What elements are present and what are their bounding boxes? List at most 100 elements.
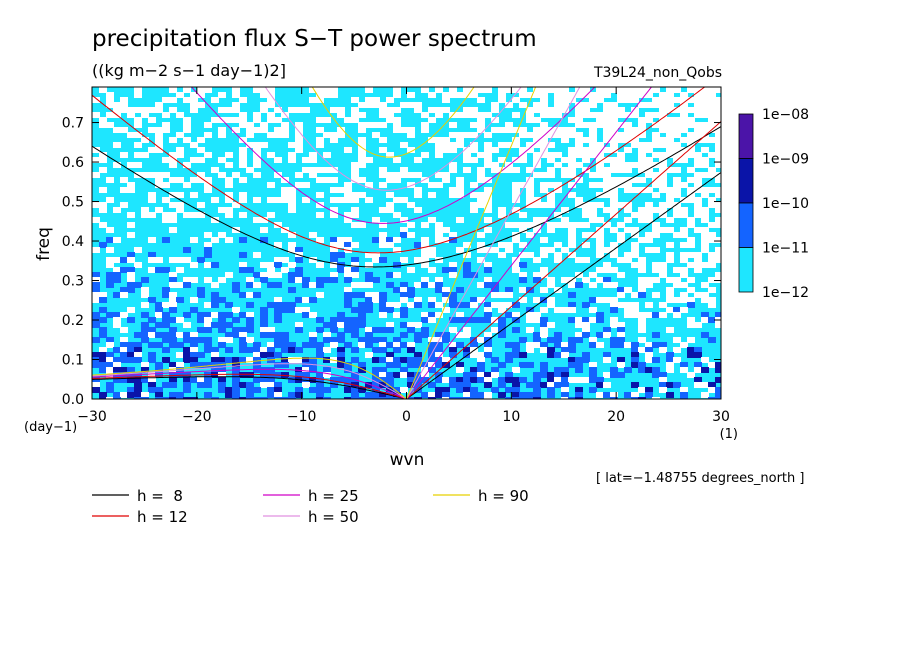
heatmap-cell xyxy=(106,277,114,283)
heatmap-cell xyxy=(134,117,142,123)
heatmap-cell xyxy=(456,302,464,308)
heatmap-cell xyxy=(99,307,107,313)
heatmap-cell xyxy=(631,107,639,113)
heatmap-cell xyxy=(288,157,296,163)
heatmap-cell xyxy=(631,132,639,138)
heatmap-cell xyxy=(323,322,331,328)
heatmap-cell xyxy=(484,397,492,399)
heatmap-cell xyxy=(449,377,457,383)
heatmap-cell xyxy=(470,392,478,398)
heatmap-cell xyxy=(610,307,618,313)
heatmap-cell xyxy=(330,177,338,183)
heatmap-cell xyxy=(477,97,485,103)
heatmap-cell xyxy=(463,242,471,248)
heatmap-cell xyxy=(512,187,520,193)
heatmap-cell xyxy=(575,257,583,263)
heatmap-cell xyxy=(701,282,709,288)
heatmap-cell xyxy=(393,117,401,123)
heatmap-cell xyxy=(533,142,541,148)
legend-label: h = 25 xyxy=(308,487,359,505)
heatmap-cell xyxy=(155,322,163,328)
heatmap-cell xyxy=(99,347,107,353)
chart-units: ((kg m−2 s−1 day−1)2] xyxy=(92,61,286,80)
heatmap-cell xyxy=(386,237,394,243)
heatmap-cell xyxy=(393,247,401,253)
heatmap-cell xyxy=(694,182,702,188)
heatmap-cell xyxy=(694,87,702,93)
heatmap-cell xyxy=(575,222,583,228)
heatmap-cell xyxy=(288,232,296,238)
heatmap-cell xyxy=(617,182,625,188)
heatmap-cell xyxy=(309,97,317,103)
heatmap-cell xyxy=(547,192,555,198)
heatmap-cell xyxy=(176,267,184,273)
heatmap-cell xyxy=(428,312,436,318)
heatmap-cell xyxy=(337,242,345,248)
heatmap-cell xyxy=(225,302,233,308)
heatmap-cell xyxy=(106,262,114,268)
heatmap-cell xyxy=(673,122,681,128)
heatmap-cell xyxy=(435,312,443,318)
heatmap-cell xyxy=(484,197,492,203)
heatmap-cell xyxy=(477,357,485,363)
heatmap-cell xyxy=(708,187,716,193)
heatmap-cell xyxy=(547,197,555,203)
heatmap-cell xyxy=(365,272,373,278)
heatmap-cell xyxy=(631,112,639,118)
heatmap-cell xyxy=(428,92,436,98)
heatmap-cell xyxy=(134,357,142,363)
heatmap-cell xyxy=(260,312,268,318)
heatmap-cell xyxy=(533,297,541,303)
heatmap-cell xyxy=(484,187,492,193)
heatmap-cell xyxy=(568,127,576,133)
heatmap-cell xyxy=(267,387,275,393)
heatmap-cell xyxy=(176,192,184,198)
heatmap-cell xyxy=(204,252,212,258)
heatmap-cell xyxy=(540,142,548,148)
heatmap-cell xyxy=(701,127,709,133)
heatmap-cell xyxy=(582,157,590,163)
heatmap-cell xyxy=(484,147,492,153)
heatmap-cell xyxy=(638,267,646,273)
heatmap-cell xyxy=(176,317,184,323)
heatmap-cell xyxy=(652,232,660,238)
heatmap-cell xyxy=(281,337,289,343)
heatmap-cell xyxy=(99,202,107,208)
heatmap-cell xyxy=(561,97,569,103)
heatmap-cell xyxy=(92,247,100,253)
heatmap-cell xyxy=(575,367,583,373)
heatmap-cell xyxy=(603,372,611,378)
heatmap-cell xyxy=(456,137,464,143)
heatmap-cell xyxy=(547,282,555,288)
heatmap-cell xyxy=(666,242,674,248)
heatmap-cell xyxy=(295,182,303,188)
heatmap-cell xyxy=(190,297,198,303)
heatmap-cell xyxy=(470,142,478,148)
heatmap-cell xyxy=(666,187,674,193)
heatmap-cell xyxy=(540,327,548,333)
heatmap-cell xyxy=(400,307,408,313)
heatmap-cell xyxy=(372,367,380,373)
heatmap-cell xyxy=(253,342,261,348)
heatmap-cell xyxy=(470,372,478,378)
heatmap-cell xyxy=(330,252,338,258)
heatmap-cell xyxy=(680,252,688,258)
heatmap-cell xyxy=(547,337,555,343)
heatmap-cell xyxy=(148,252,156,258)
heatmap-cell xyxy=(680,292,688,298)
heatmap-cell xyxy=(701,237,709,243)
heatmap-cell xyxy=(540,362,548,368)
heatmap-cell xyxy=(673,382,681,388)
heatmap-cell xyxy=(575,112,583,118)
heatmap-cell xyxy=(470,132,478,138)
heatmap-cell xyxy=(673,357,681,363)
heatmap-cell xyxy=(176,147,184,153)
heatmap-cell xyxy=(386,192,394,198)
heatmap-cell xyxy=(631,382,639,388)
heatmap-cell xyxy=(505,122,513,128)
heatmap-cell xyxy=(260,377,268,383)
heatmap-cell xyxy=(449,122,457,128)
heatmap-cell xyxy=(316,192,324,198)
heatmap-cell xyxy=(155,372,163,378)
heatmap-cell xyxy=(484,162,492,168)
